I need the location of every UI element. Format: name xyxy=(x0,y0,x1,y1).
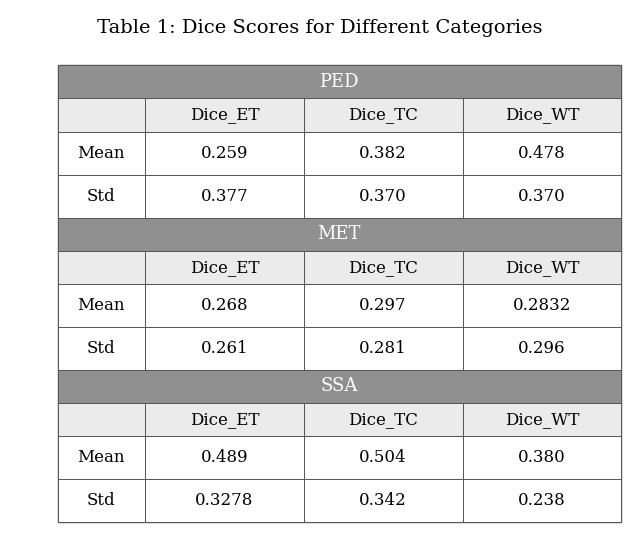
Text: Dice_ET: Dice_ET xyxy=(189,411,259,428)
Text: Std: Std xyxy=(87,340,116,357)
Text: 0.370: 0.370 xyxy=(518,188,566,205)
Text: Dice_WT: Dice_WT xyxy=(505,107,579,123)
Text: 0.261: 0.261 xyxy=(200,340,248,357)
Text: 0.504: 0.504 xyxy=(359,449,407,466)
Text: Mean: Mean xyxy=(77,145,125,162)
Text: SSA: SSA xyxy=(321,378,358,395)
Text: 0.382: 0.382 xyxy=(359,145,407,162)
Text: Std: Std xyxy=(87,492,116,509)
Text: 0.478: 0.478 xyxy=(518,145,566,162)
Text: Table 1: Dice Scores for Different Categories: Table 1: Dice Scores for Different Categ… xyxy=(97,19,543,37)
Text: 0.259: 0.259 xyxy=(200,145,248,162)
Text: 0.342: 0.342 xyxy=(359,492,407,509)
Text: 0.380: 0.380 xyxy=(518,449,566,466)
Text: 0.3278: 0.3278 xyxy=(195,492,253,509)
Text: Mean: Mean xyxy=(77,449,125,466)
Text: 0.296: 0.296 xyxy=(518,340,566,357)
Text: Dice_WT: Dice_WT xyxy=(505,411,579,428)
Text: Mean: Mean xyxy=(77,297,125,314)
Text: 0.297: 0.297 xyxy=(359,297,407,314)
Text: 0.489: 0.489 xyxy=(200,449,248,466)
Text: Dice_WT: Dice_WT xyxy=(505,259,579,276)
Text: Dice_TC: Dice_TC xyxy=(348,411,418,428)
Text: 0.268: 0.268 xyxy=(200,297,248,314)
Text: Dice_ET: Dice_ET xyxy=(189,259,259,276)
Text: 0.2832: 0.2832 xyxy=(513,297,571,314)
Text: Dice_TC: Dice_TC xyxy=(348,107,418,123)
Text: 0.370: 0.370 xyxy=(359,188,407,205)
Text: Std: Std xyxy=(87,188,116,205)
Text: 0.238: 0.238 xyxy=(518,492,566,509)
Text: MET: MET xyxy=(317,225,361,243)
Text: Dice_TC: Dice_TC xyxy=(348,259,418,276)
Text: Dice_ET: Dice_ET xyxy=(189,107,259,123)
Text: 0.281: 0.281 xyxy=(359,340,407,357)
Text: 0.377: 0.377 xyxy=(200,188,248,205)
Text: PED: PED xyxy=(319,73,359,91)
